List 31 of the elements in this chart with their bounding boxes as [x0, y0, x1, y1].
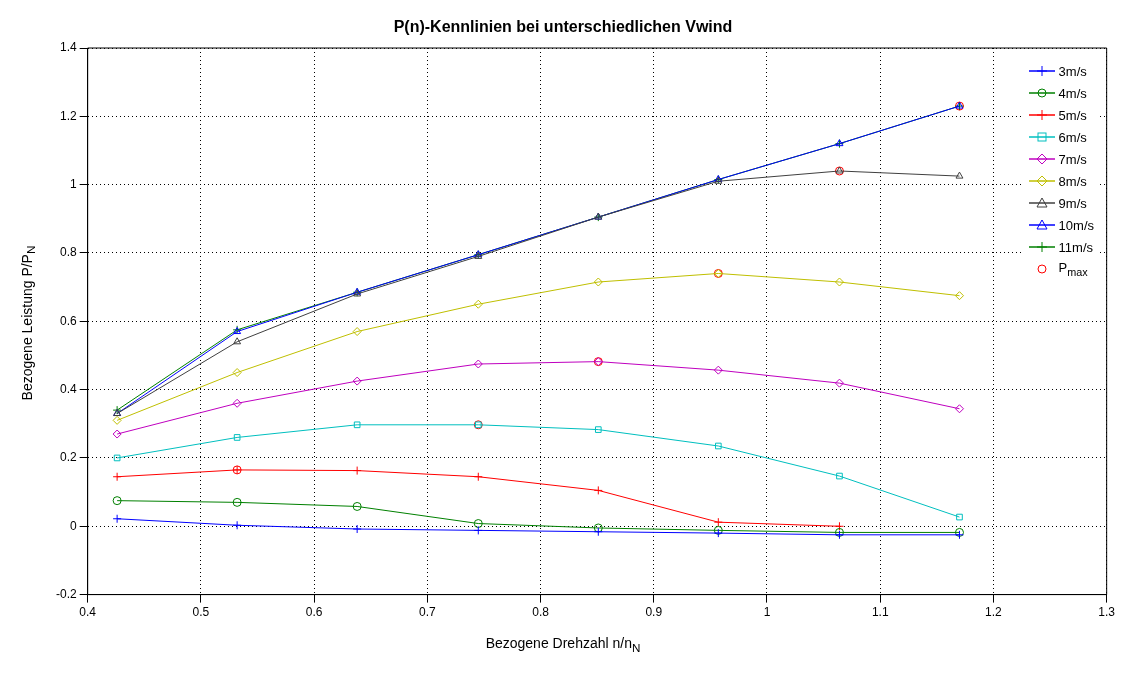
legend-label: 3m/s [1058, 63, 1087, 79]
x-tick-label: 0.5 [192, 605, 210, 620]
legend-label: 7m/s [1058, 151, 1087, 167]
x-tick-label: 1.3 [1098, 605, 1116, 620]
x-tick-label: 0.7 [418, 605, 436, 620]
legend-label: 4m/s [1058, 85, 1087, 101]
x-tick-label: 0.8 [532, 605, 550, 620]
legend-label: 11m/s [1058, 239, 1094, 255]
legend-label: 8m/s [1058, 173, 1087, 189]
y-tick-label: 0.2 [59, 450, 77, 465]
x-tick-label: 1 [763, 605, 771, 620]
y-tick-label: 0.4 [59, 381, 77, 396]
x-tick-label: 0.6 [305, 605, 323, 620]
legend-label: 5m/s [1058, 107, 1087, 123]
x-tick-label: 1.2 [985, 605, 1003, 620]
x-tick-label: 0.4 [79, 605, 97, 620]
y-tick-label: 0.8 [59, 245, 77, 260]
x-tick-label: 0.9 [645, 605, 663, 620]
legend-label: 9m/s [1058, 195, 1087, 211]
y-tick-label: 0 [69, 518, 77, 533]
y-tick-label: -0.2 [55, 586, 77, 601]
chart-title: P(n)-Kennlinien bei unterschiedlichen Vwind [392, 18, 734, 36]
legend-label: P$_{max}$ [1058, 260, 1088, 278]
y-tick-label: 1 [69, 176, 77, 191]
y-tick-label: 1.4 [59, 40, 77, 55]
x-tick-label: 1.1 [871, 605, 889, 620]
legend-label: 10m/s [1058, 217, 1094, 233]
legend-label: 6m/s [1058, 129, 1087, 145]
x-axis-title: Bezogene Drehzahl n/n$_{N}$ [484, 635, 642, 654]
y-tick-label: 0.6 [59, 313, 77, 328]
y-tick-label: 1.2 [59, 108, 77, 123]
